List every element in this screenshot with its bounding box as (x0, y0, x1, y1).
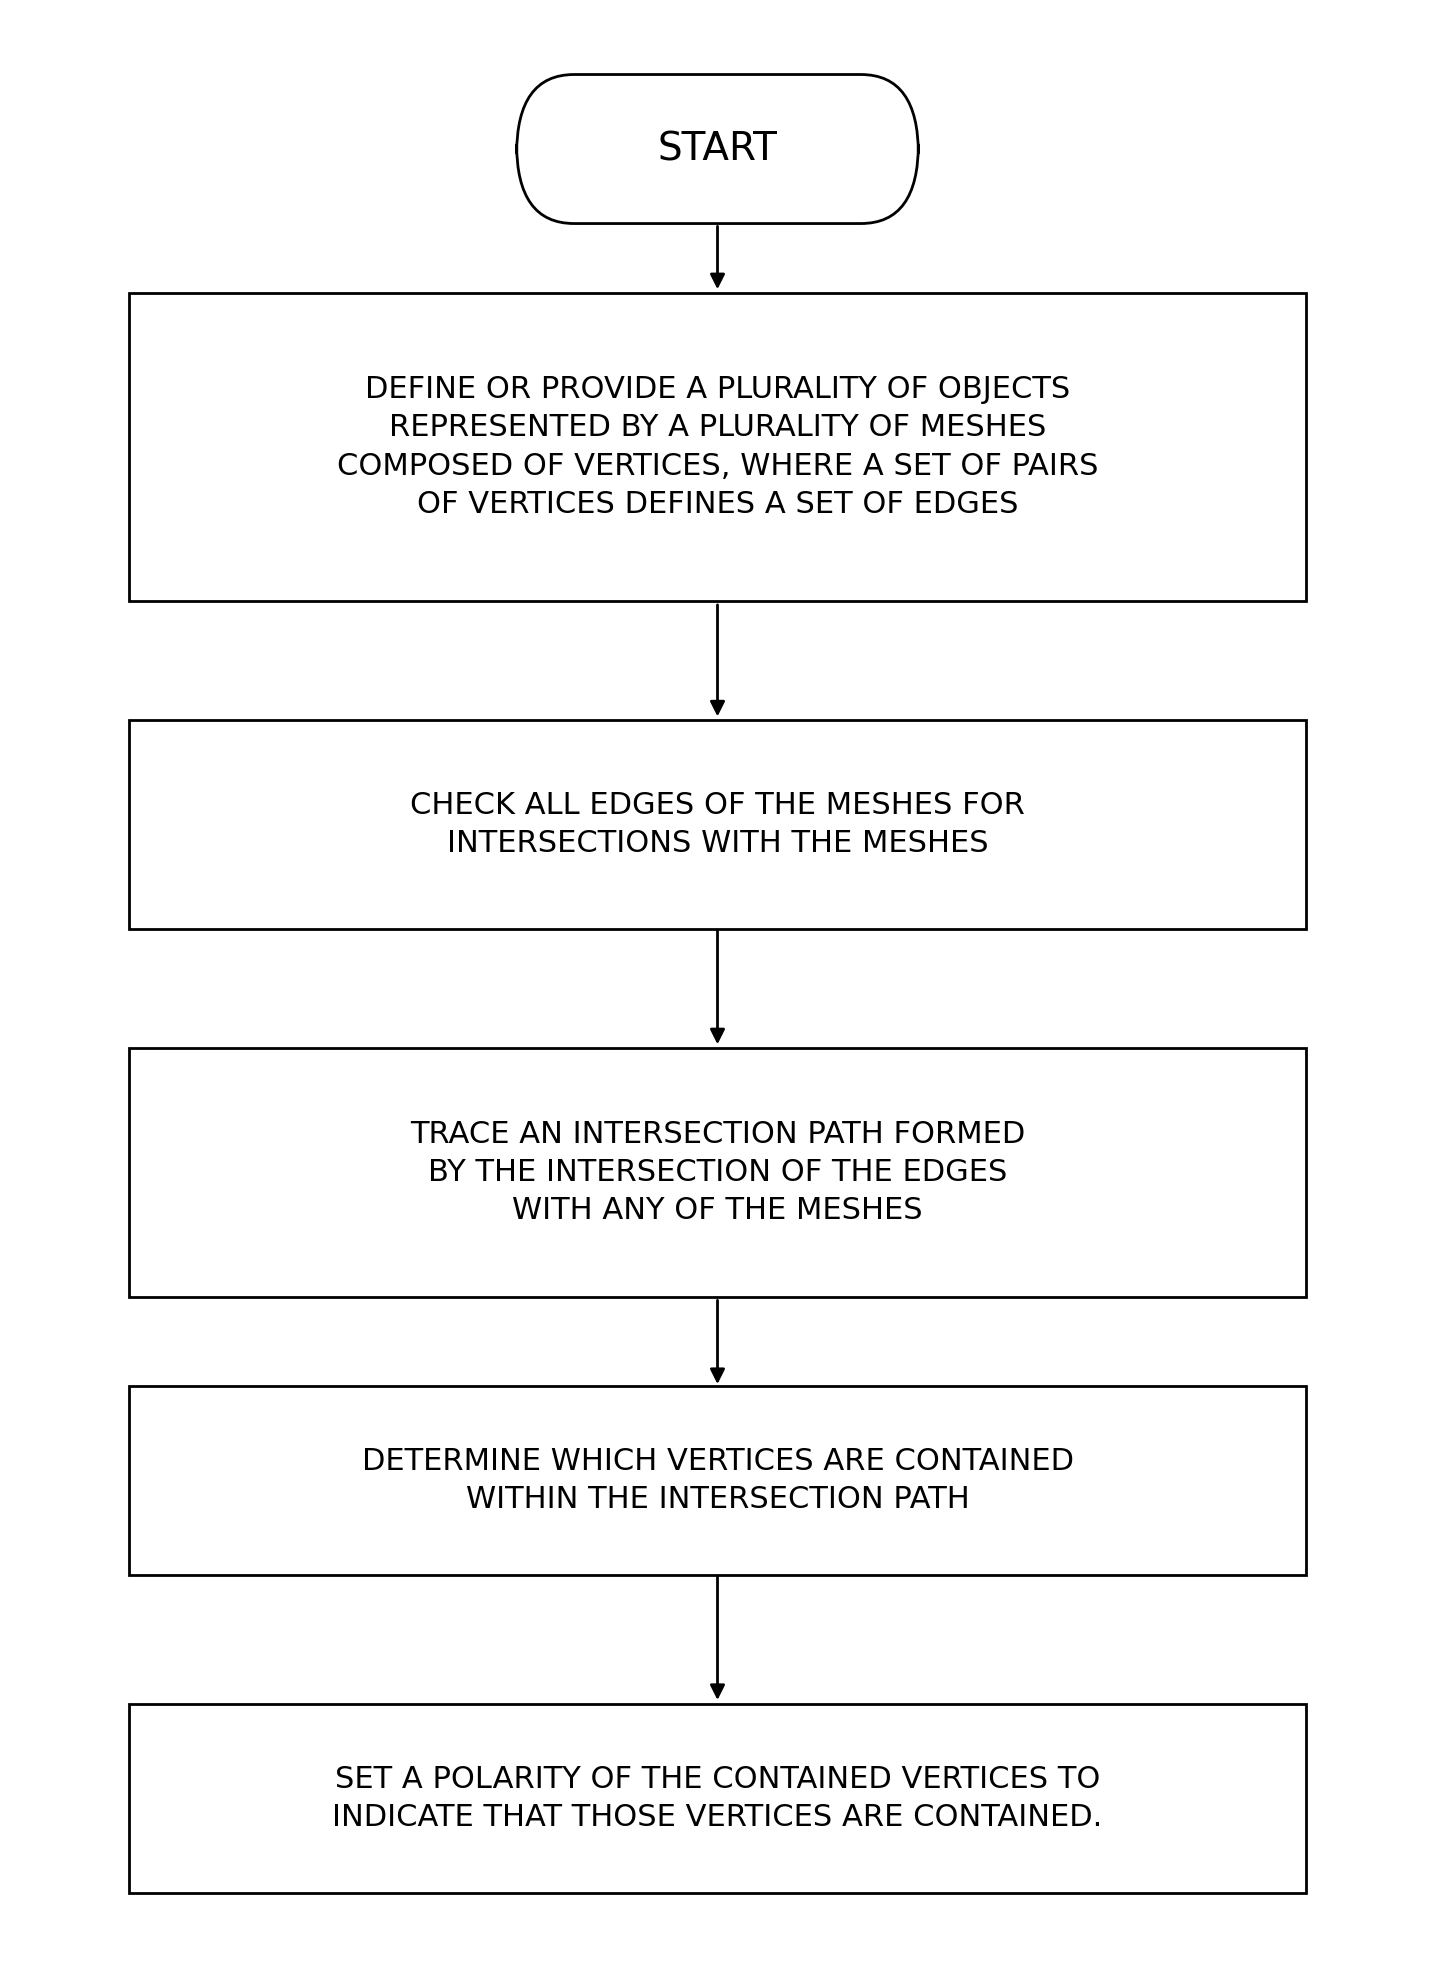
FancyBboxPatch shape (129, 292, 1306, 600)
Text: CHECK ALL EDGES OF THE MESHES FOR
INTERSECTIONS WITH THE MESHES: CHECK ALL EDGES OF THE MESHES FOR INTERS… (410, 791, 1025, 858)
FancyBboxPatch shape (517, 76, 918, 223)
Text: DETERMINE WHICH VERTICES ARE CONTAINED
WITHIN THE INTERSECTION PATH: DETERMINE WHICH VERTICES ARE CONTAINED W… (362, 1447, 1073, 1514)
FancyBboxPatch shape (129, 721, 1306, 930)
Text: SET A POLARITY OF THE CONTAINED VERTICES TO
INDICATE THAT THOSE VERTICES ARE CON: SET A POLARITY OF THE CONTAINED VERTICES… (333, 1764, 1102, 1832)
FancyBboxPatch shape (129, 1387, 1306, 1574)
Text: START: START (657, 129, 778, 169)
Text: TRACE AN INTERSECTION PATH FORMED
BY THE INTERSECTION OF THE EDGES
WITH ANY OF T: TRACE AN INTERSECTION PATH FORMED BY THE… (410, 1119, 1025, 1226)
FancyBboxPatch shape (129, 1049, 1306, 1298)
FancyBboxPatch shape (129, 1703, 1306, 1892)
Text: DEFINE OR PROVIDE A PLURALITY OF OBJECTS
REPRESENTED BY A PLURALITY OF MESHES
CO: DEFINE OR PROVIDE A PLURALITY OF OBJECTS… (337, 376, 1098, 519)
